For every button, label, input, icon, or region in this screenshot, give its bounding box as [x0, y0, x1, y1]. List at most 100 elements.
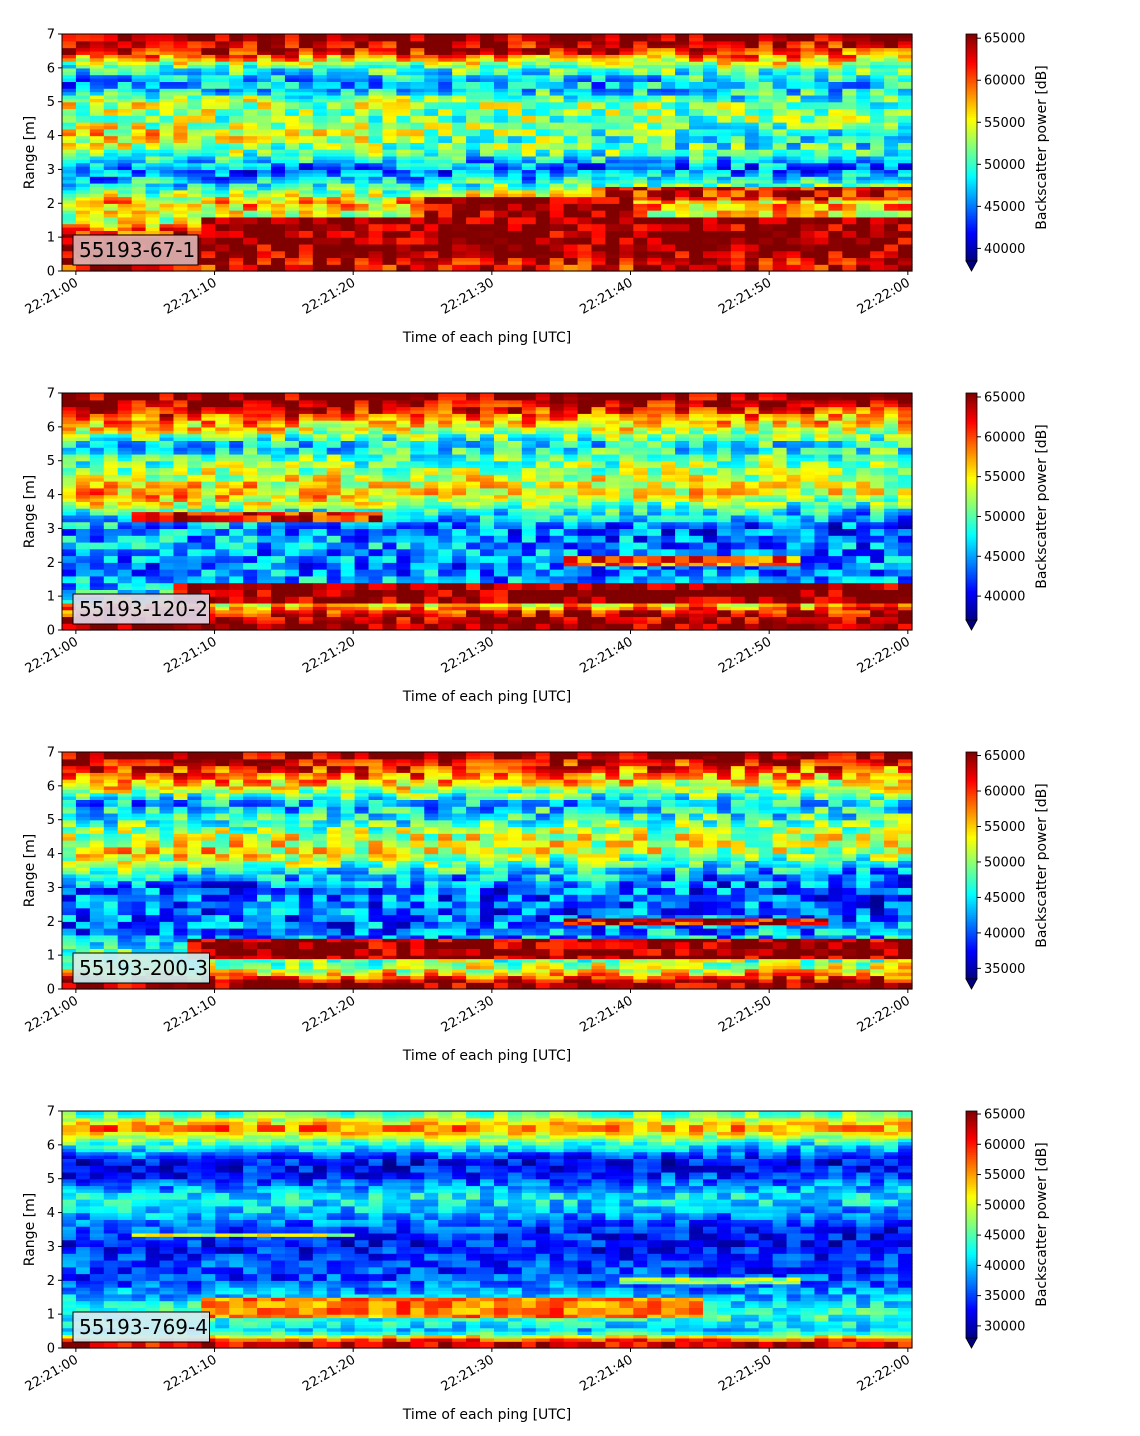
x-axis-label: Time of each ping [UTC]	[402, 330, 572, 346]
heatmap-cell	[103, 196, 119, 201]
heatmap-cell	[284, 189, 300, 194]
heatmap-cell	[312, 108, 328, 113]
heatmap-cell	[215, 220, 230, 225]
heatmap-cell	[535, 203, 551, 208]
heatmap-cell	[131, 179, 147, 184]
heatmap-cell	[354, 61, 370, 66]
heatmap-cell	[354, 186, 370, 191]
heatmap-cell	[340, 155, 356, 160]
heatmap-cell	[424, 237, 439, 242]
heatmap-cell	[368, 193, 384, 198]
heatmap-cell	[243, 213, 258, 218]
heatmap-cell	[493, 233, 509, 238]
heatmap-cell	[215, 179, 230, 184]
heatmap-cell	[493, 61, 509, 66]
heatmap-cell	[452, 199, 467, 204]
heatmap-cell	[145, 155, 161, 160]
heatmap-cell	[271, 199, 286, 204]
heatmap-cell	[521, 122, 537, 127]
heatmap-cell	[62, 34, 77, 38]
heatmap-cell	[382, 166, 398, 171]
heatmap-cell	[284, 135, 300, 140]
heatmap-cell	[243, 155, 258, 160]
heatmap-cell	[257, 111, 272, 116]
heatmap-cell	[382, 240, 398, 245]
heatmap-cell	[284, 108, 300, 113]
heatmap-cell	[131, 57, 147, 62]
heatmap-cell	[271, 176, 286, 181]
heatmap-cell	[312, 189, 328, 194]
heatmap-cell	[549, 145, 565, 150]
heatmap-cell	[117, 67, 133, 72]
heatmap-cell	[438, 40, 453, 45]
heatmap-cell	[493, 152, 509, 157]
heatmap-cell	[173, 37, 189, 42]
heatmap-cell	[493, 94, 509, 99]
heatmap-cell	[480, 233, 495, 238]
heatmap-cell	[89, 176, 105, 181]
heatmap-cell	[521, 230, 537, 235]
heatmap-cell	[549, 172, 565, 177]
heatmap-cell	[284, 213, 300, 218]
heatmap-cell	[368, 47, 384, 52]
colorbar: 400004500050000550006000065000Backscatte…	[965, 32, 1050, 272]
heatmap-cell	[521, 162, 537, 167]
heatmap-cell	[243, 54, 258, 59]
heatmap-cell	[215, 169, 230, 174]
heatmap-cell	[257, 199, 272, 204]
heatmap-cell	[480, 135, 495, 140]
heatmap-cell	[271, 196, 286, 201]
heatmap-cell	[243, 166, 258, 171]
heatmap-cell	[340, 172, 356, 177]
heatmap-cell	[424, 166, 439, 171]
heatmap-cell	[187, 81, 202, 86]
heatmap-cell	[298, 182, 314, 187]
heatmap-cell	[215, 223, 230, 228]
heatmap-cell	[521, 257, 537, 262]
heatmap-cell	[298, 101, 314, 106]
heatmap-cell	[312, 182, 328, 187]
heatmap-cell	[284, 237, 300, 242]
heatmap-cell	[326, 213, 342, 218]
heatmap-cell	[201, 233, 216, 238]
heatmap-cell	[521, 74, 537, 79]
heatmap-cell	[368, 135, 384, 140]
heatmap-cell	[159, 40, 175, 45]
heatmap-cell	[271, 111, 286, 116]
heatmap-cell	[173, 101, 189, 106]
heatmap-cell	[466, 37, 481, 42]
heatmap-cell	[89, 189, 105, 194]
heatmap-cell	[354, 257, 370, 262]
heatmap-cell	[62, 264, 77, 269]
heatmap-cell	[368, 91, 384, 96]
heatmap-cell	[173, 50, 189, 55]
heatmap-cell	[507, 132, 523, 137]
heatmap-cell	[382, 54, 398, 59]
heatmap-cell	[243, 149, 258, 154]
heatmap-cell	[424, 128, 439, 133]
y-tick-label: 5	[47, 95, 55, 110]
heatmap-cell	[326, 37, 342, 42]
heatmap-cell	[340, 213, 356, 218]
heatmap-cell	[89, 64, 105, 69]
heatmap-cell	[117, 78, 133, 82]
heatmap-cell	[284, 166, 300, 171]
heatmap-cell	[368, 98, 384, 103]
heatmap-cell	[201, 196, 216, 201]
heatmap-cell	[215, 142, 230, 147]
heatmap-cell	[354, 135, 370, 140]
heatmap-cell	[229, 64, 244, 69]
heatmap-cell	[89, 81, 105, 86]
heatmap-cell	[298, 122, 314, 127]
heatmap-cell	[535, 250, 551, 255]
heatmap-cell	[271, 257, 286, 262]
heatmap-cell	[117, 230, 133, 235]
heatmap-cell	[173, 74, 189, 79]
heatmap-cell	[438, 78, 453, 82]
heatmap-cell	[368, 149, 384, 154]
heatmap-cell	[493, 145, 509, 150]
heatmap-cell	[326, 138, 342, 143]
y-tick-label: 4	[47, 129, 55, 144]
heatmap-cell	[480, 189, 495, 194]
heatmap-cell	[103, 189, 119, 194]
